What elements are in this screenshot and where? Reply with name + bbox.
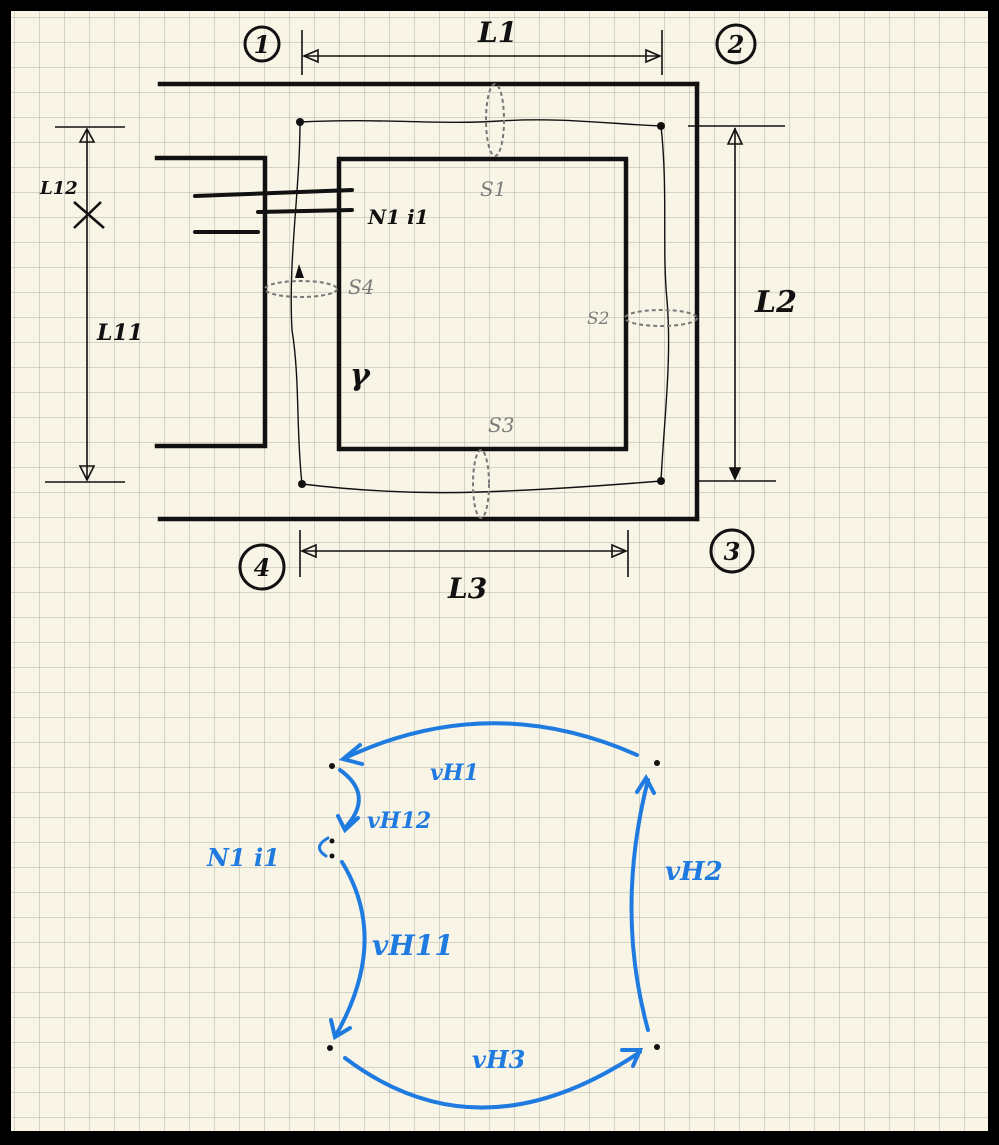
label-vh1: vH1 bbox=[430, 760, 479, 786]
l3-arrow-right bbox=[611, 543, 629, 559]
node-4-circle bbox=[238, 543, 286, 591]
section-s2-ellipse bbox=[624, 309, 698, 327]
l1-label: L1 bbox=[477, 16, 517, 49]
circuit-nodes bbox=[327, 760, 660, 1051]
winding-coil bbox=[193, 188, 354, 234]
branch-vh1 bbox=[343, 721, 639, 760]
node-1-circle bbox=[243, 25, 281, 63]
path-point-2 bbox=[657, 122, 665, 130]
label-vh11: vH11 bbox=[372, 929, 454, 962]
circuit-node-3 bbox=[654, 1044, 660, 1050]
node-4-label: 4 bbox=[254, 553, 271, 582]
arrow-vh2 bbox=[635, 774, 656, 795]
l3-arrow-left bbox=[299, 543, 317, 559]
section-s3-ellipse bbox=[472, 449, 490, 519]
section-s4-ellipse bbox=[264, 280, 338, 298]
label-vh2: vH2 bbox=[665, 857, 723, 887]
l3-label: L3 bbox=[447, 572, 487, 605]
cross-sections bbox=[264, 83, 698, 519]
section-s3-label: S3 bbox=[488, 413, 514, 437]
branch-vh3 bbox=[343, 1050, 642, 1110]
node-3-circle bbox=[709, 528, 755, 574]
coil-turn-2 bbox=[256, 208, 354, 214]
l11-label: L11 bbox=[96, 320, 143, 346]
arrow-vh1 bbox=[338, 743, 364, 766]
l1-arrow-right bbox=[645, 48, 663, 64]
path-direction-arrow bbox=[295, 264, 304, 278]
coil-turn-1 bbox=[193, 188, 354, 198]
l2-arrow-bottom bbox=[728, 467, 742, 481]
circuit-node-1 bbox=[329, 763, 335, 769]
arrow-vh12 bbox=[336, 814, 360, 834]
section-s1-label: S1 bbox=[480, 177, 506, 201]
l12-cross-b bbox=[73, 201, 102, 229]
mean-path-gamma bbox=[290, 119, 670, 494]
grid-paper bbox=[11, 11, 988, 1131]
equivalent-circuit bbox=[318, 721, 656, 1110]
arrow-vh3 bbox=[620, 1048, 644, 1068]
node-3-label: 3 bbox=[724, 537, 741, 566]
path-point-4 bbox=[298, 480, 306, 488]
circuit-node-2 bbox=[654, 760, 660, 766]
label-vh3: vH3 bbox=[472, 1045, 525, 1074]
source-symbol bbox=[318, 836, 330, 858]
label-vh12: vH12 bbox=[367, 808, 431, 834]
branch-vh2 bbox=[629, 778, 650, 1032]
arrow-vh11 bbox=[329, 1018, 352, 1041]
path-point-1 bbox=[296, 118, 304, 126]
section-s4-label: S4 bbox=[348, 275, 374, 299]
l11-arrow-top bbox=[78, 127, 96, 143]
core-outline bbox=[154, 81, 700, 522]
section-s2-label: S2 bbox=[587, 309, 609, 329]
l12-label: L12 bbox=[39, 178, 78, 199]
circuit-source-label: N1 i1 bbox=[206, 843, 280, 872]
core-window bbox=[336, 156, 629, 452]
l1-arrow-left bbox=[301, 48, 319, 64]
circuit-node-source-bottom bbox=[329, 853, 335, 859]
node-2-circle bbox=[715, 23, 757, 65]
branch-vh11 bbox=[334, 860, 367, 1037]
node-2-label: 2 bbox=[727, 30, 745, 59]
l11-arrow-bottom bbox=[78, 465, 96, 482]
path-gamma-label: γ bbox=[350, 358, 371, 393]
l2-label: L2 bbox=[754, 285, 797, 320]
winding-label: N1 i1 bbox=[367, 205, 429, 229]
circuit-node-source-top bbox=[329, 838, 335, 844]
branch-vh12 bbox=[338, 768, 361, 830]
path-point-3 bbox=[657, 477, 665, 485]
circuit-node-4 bbox=[327, 1045, 333, 1051]
l2-arrow-top bbox=[726, 127, 744, 145]
node-1-label: 1 bbox=[254, 30, 271, 59]
section-s1-ellipse bbox=[485, 83, 505, 157]
dimension-lines bbox=[45, 30, 785, 577]
node-markers bbox=[238, 23, 757, 591]
core-left-leg bbox=[154, 155, 268, 449]
